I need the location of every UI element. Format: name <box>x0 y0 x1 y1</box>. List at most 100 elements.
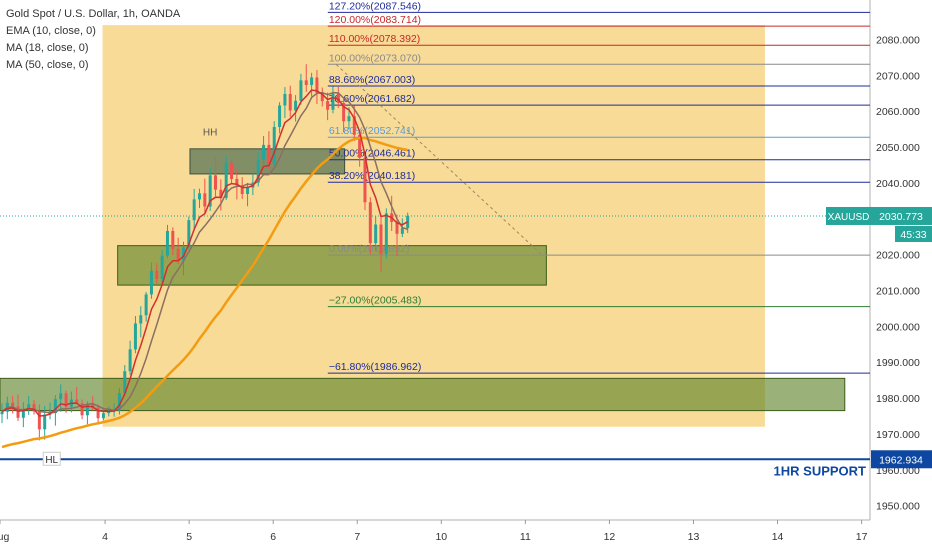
candle-body <box>123 371 127 394</box>
support-price-tag <box>871 450 932 469</box>
ma18-line <box>1 91 408 414</box>
candle-body <box>294 100 298 111</box>
candle-body <box>310 77 314 85</box>
y-tick-label: 1980.000 <box>876 393 920 405</box>
candle-body <box>379 224 383 254</box>
candle-body <box>347 116 351 122</box>
candle-body <box>144 294 148 316</box>
ma50-line <box>1 136 408 449</box>
fib-level-label: 78.60%(2061.682) <box>329 93 415 105</box>
fib-level-label: −27.00%(2005.483) <box>329 295 422 307</box>
candle-body <box>187 220 191 248</box>
support-price-value: 1962.934 <box>879 454 923 466</box>
symbol-title: Gold Spot / U.S. Dollar, 1h, OANDA <box>6 8 181 20</box>
candle-body <box>363 157 367 203</box>
yellow-target-zone <box>102 25 765 427</box>
candle-body <box>155 270 159 280</box>
x-tick-label: 12 <box>604 531 616 543</box>
candle-body <box>400 228 404 234</box>
candle-body <box>0 411 4 415</box>
candle-body <box>64 393 68 407</box>
candle-body <box>149 270 153 295</box>
candle-body <box>272 126 276 164</box>
candle-body <box>181 247 185 261</box>
fib-level-label: 127.20%(2087.546) <box>329 0 421 12</box>
candle-body <box>358 134 362 158</box>
y-tick-label: 2040.000 <box>876 178 920 190</box>
candle-body <box>198 193 202 200</box>
x-tick-label: 14 <box>772 531 784 543</box>
candle-body <box>139 315 143 324</box>
candle-body <box>224 162 228 198</box>
candle-body <box>192 199 196 221</box>
y-tick-label: 1990.000 <box>876 357 920 369</box>
gray-consolidation-box <box>189 148 346 175</box>
x-tick-label: 17 <box>856 531 868 543</box>
candle-body <box>235 178 239 186</box>
candle-body <box>246 187 250 195</box>
candle-body <box>53 399 57 414</box>
candle-body <box>203 193 207 207</box>
indicator-ema: EMA (10, close, 0) <box>6 25 96 37</box>
fib-level-label: 120.00%(2083.714) <box>329 14 421 26</box>
candle-body <box>342 102 346 122</box>
x-tick-label: 5 <box>186 531 192 543</box>
fib-level-label: 61.80%(2052.741) <box>329 125 415 137</box>
candle-body <box>352 116 356 135</box>
y-tick-label: 2010.000 <box>876 285 920 297</box>
candle-body <box>384 213 388 254</box>
fib-level-label: 100.00%(2073.070) <box>329 52 421 64</box>
x-tick-label: 6 <box>270 531 276 543</box>
candle-body <box>395 221 399 234</box>
candle-body <box>75 399 79 404</box>
candle-body <box>368 202 372 244</box>
y-tick-label: 2070.000 <box>876 70 920 82</box>
candle-body <box>80 403 84 416</box>
candle-body <box>21 409 25 418</box>
candle-body <box>176 248 180 261</box>
candle-body <box>374 224 378 244</box>
candle-body <box>117 393 121 411</box>
candle-body <box>240 185 244 195</box>
x-tick-label: 7 <box>354 531 360 543</box>
chart-legend: Gold Spot / U.S. Dollar, 1h, OANDA EMA (… <box>6 6 180 74</box>
fib-level-label: 38.20%(2040.181) <box>329 170 415 182</box>
x-tick-label: 10 <box>435 531 447 543</box>
fib-level-label: 88.60%(2067.003) <box>329 74 415 86</box>
candle-body <box>315 77 319 93</box>
candle-body <box>283 93 287 106</box>
fib-level-label: 110.00%(2078.392) <box>329 33 420 45</box>
candle-body <box>267 144 271 164</box>
candle-body <box>107 411 111 414</box>
x-tick-label: 11 <box>520 531 531 543</box>
candle-body <box>288 93 292 111</box>
x-tick-label: 13 <box>688 531 700 543</box>
candle-body <box>171 230 175 249</box>
candle-body <box>11 402 15 407</box>
candle-body <box>43 414 47 430</box>
current-price-tag <box>871 206 932 225</box>
candle-body <box>331 93 335 110</box>
candle-body <box>133 323 137 350</box>
x-tick-label: 4 <box>102 531 108 543</box>
candle-body <box>96 407 100 419</box>
candle-body <box>101 413 105 419</box>
candle-body <box>37 411 41 430</box>
candle-body <box>299 80 303 101</box>
symbol-tag <box>826 206 871 225</box>
candle-body <box>85 404 89 416</box>
candle-body <box>262 144 266 160</box>
y-tick-label: 2020.000 <box>876 250 920 262</box>
indicator-ma18: MA (18, close, 0) <box>6 42 89 54</box>
candle-body <box>214 175 218 190</box>
candle-body <box>326 101 330 110</box>
fib-level-label: −61.80%(1986.962) <box>329 361 422 373</box>
candle-body <box>27 404 31 410</box>
symbol-tag-label: XAUUSD <box>828 212 870 223</box>
y-tick-label: 2060.000 <box>876 106 920 118</box>
candle-body <box>278 105 282 127</box>
candle-body <box>32 404 36 412</box>
green-support-zone <box>0 377 846 412</box>
